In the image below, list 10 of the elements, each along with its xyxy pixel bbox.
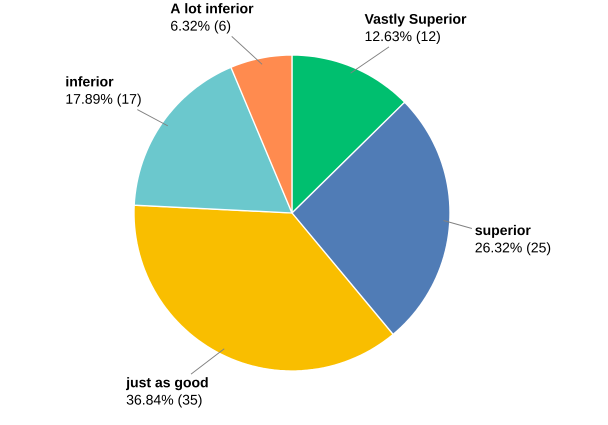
slice-label: Vastly Superior (364, 14, 466, 27)
data-label: 36.84% (35) (126, 394, 202, 408)
slice-label: A lot inferior (170, 3, 254, 14)
slice-label: just as good (126, 377, 208, 390)
data-label: 17.89% (17) (66, 94, 141, 107)
data-label: 12.63% (12) (366, 30, 440, 44)
data-label: 6.32% (6) (171, 20, 230, 34)
slice-label: inferior (66, 76, 114, 87)
slice-label: superior (475, 224, 531, 238)
data-label: 26.32% (25) (476, 242, 550, 256)
